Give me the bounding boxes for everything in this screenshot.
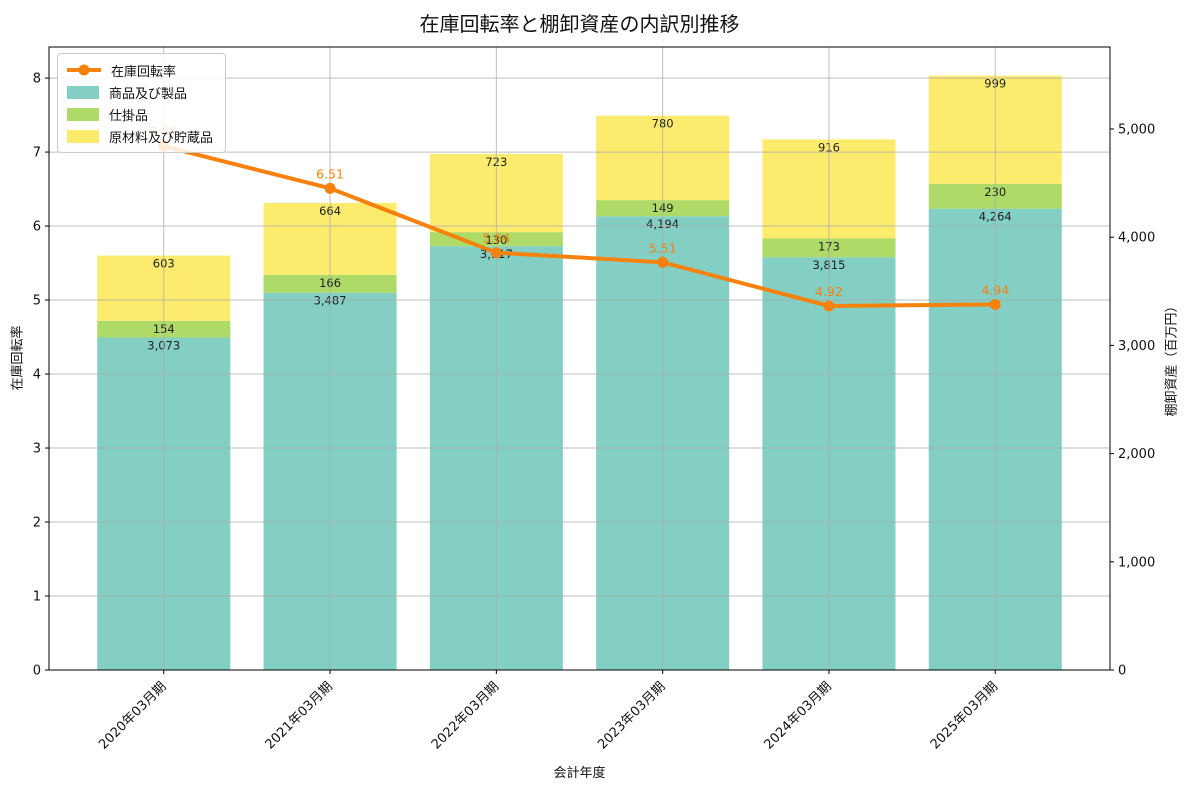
legend-line-swatch: [67, 64, 101, 76]
legend-item-products: 商品及び製品: [67, 83, 213, 102]
line-value-label: 4.92: [815, 284, 843, 299]
legend-item-raw-materials: 原材料及び貯蔵品: [67, 127, 214, 146]
x-tick-label: 2021年03月期: [263, 679, 336, 752]
line-value-label: 5.51: [649, 240, 677, 255]
legend-patch-products: [67, 85, 99, 99]
legend-line-marker: [78, 64, 90, 76]
left-tick-label: 3: [33, 442, 41, 457]
left-tick-label: 6: [33, 220, 41, 235]
line-point: [324, 182, 336, 194]
legend-item-turnover: 在庫回転率: [67, 61, 213, 80]
left-axis-label: 在庫回転率: [10, 325, 26, 391]
right-tick-label: 4,000: [1118, 231, 1155, 246]
legend-item-wip: 仕掛品: [67, 105, 213, 124]
right-tick-label: 3,000: [1118, 339, 1155, 354]
left-tick-label: 2: [33, 516, 41, 531]
x-tick-label: 2025年03月期: [928, 679, 1001, 752]
chart-title: 在庫回転率と棚卸資産の内訳別推移: [419, 12, 740, 36]
left-tick-label: 7: [33, 146, 41, 161]
legend-patch-wip: [67, 107, 99, 121]
x-tick-label: 2020年03月期: [96, 679, 169, 752]
x-tick-label: 2023年03月期: [595, 679, 668, 752]
line-value-label: 5.64: [482, 231, 510, 246]
left-tick-label: 8: [33, 72, 41, 87]
line-point: [657, 256, 669, 268]
left-tick-label: 5: [33, 294, 41, 309]
line-value-label: 6.51: [316, 166, 344, 181]
plot-frame: [48, 46, 1111, 671]
legend-patch-raw-materials: [67, 129, 99, 143]
legend: 在庫回転率 商品及び製品 仕掛品 原材料及び貯蔵品: [57, 53, 227, 153]
line-value-label: 4.94: [981, 282, 1009, 297]
left-tick-label: 4: [33, 368, 41, 383]
legend-label: 在庫回転率: [111, 64, 177, 80]
line-point: [823, 300, 835, 312]
legend-label: 商品及び製品: [109, 86, 188, 102]
right-tick-label: 0: [1118, 664, 1126, 679]
left-tick-label: 1: [33, 590, 41, 605]
legend-label: 原材料及び貯蔵品: [109, 130, 214, 146]
right-tick-label: 2,000: [1118, 447, 1155, 462]
right-axis-label: 棚卸資産（百万円）: [1164, 299, 1180, 417]
line-point: [989, 298, 1001, 310]
left-tick-label: 0: [33, 664, 41, 679]
turnover-line: [161, 144, 998, 308]
right-tick-label: 5,000: [1118, 123, 1155, 138]
x-tick-label: 2022年03月期: [429, 679, 502, 752]
x-axis-label: 会計年度: [553, 766, 606, 781]
x-tick-label: 2024年03月期: [761, 679, 834, 752]
right-tick-label: 1,000: [1118, 555, 1155, 570]
line-point: [490, 247, 502, 259]
legend-label: 仕掛品: [109, 108, 149, 124]
